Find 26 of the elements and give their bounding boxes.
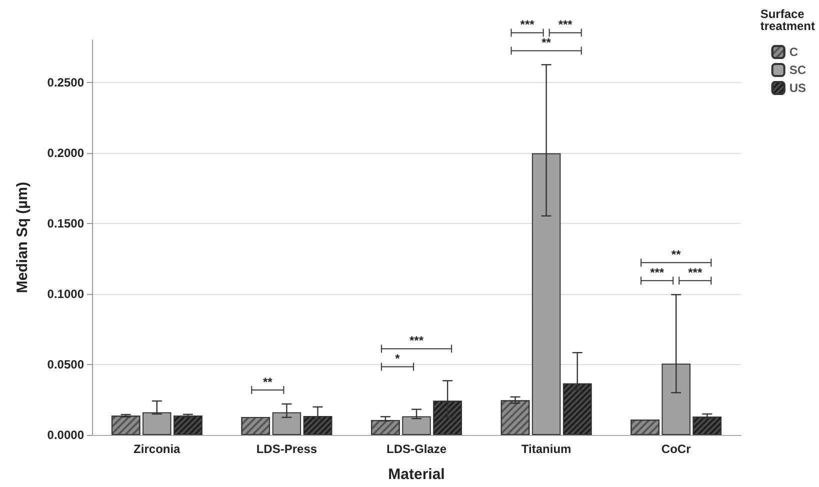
text: *** — [520, 18, 535, 32]
annotation: ** — [671, 248, 682, 262]
text: *** — [558, 18, 573, 32]
legend-label: US — [789, 81, 806, 95]
x-tick-label: LDS-Press — [256, 442, 318, 456]
x-tick-label: LDS-Glaze — [386, 442, 447, 456]
annotation: ** — [263, 374, 273, 389]
y-tick-label: 0.0000 — [47, 428, 84, 442]
y-tick-label: 0.2500 — [47, 75, 84, 90]
x-tick-label: Titanium — [521, 442, 572, 456]
legend-label: C — [789, 45, 798, 59]
x-axis-title: Material — [388, 466, 445, 483]
legend-label: SC — [789, 63, 806, 77]
annotation: ** — [542, 36, 552, 50]
annotation: *** — [650, 266, 664, 280]
y-tick-label: 0.0500 — [47, 357, 84, 372]
y-tick-label: 0.1500 — [47, 216, 84, 230]
annotation: *** — [688, 266, 702, 280]
y-tick-label: 0.2000 — [47, 146, 84, 160]
annotation: * — [395, 352, 400, 366]
legend-title: Surface treatment — [760, 7, 816, 33]
x-tick-label: CoCr — [661, 442, 692, 456]
y-tick-label: 0.1000 — [47, 286, 84, 301]
annotation: *** — [409, 334, 424, 348]
x-tick-label: Zirconia — [134, 442, 181, 456]
y-axis-title: Median Sq (µm) — [14, 182, 31, 294]
